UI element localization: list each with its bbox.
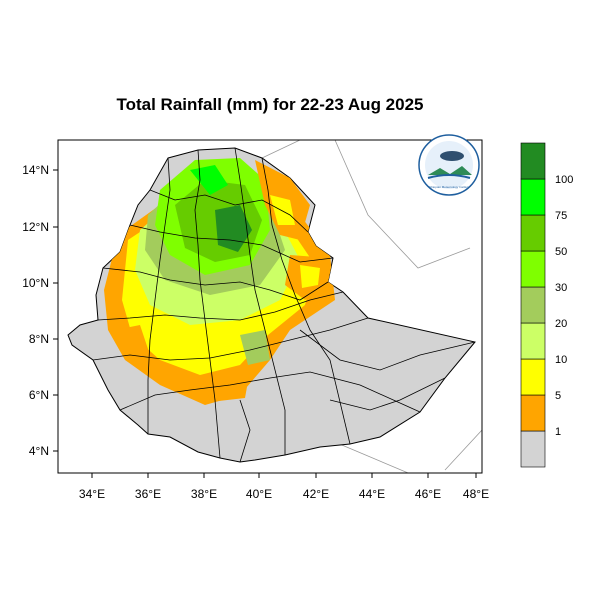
- x-tick-label: 36°E: [135, 487, 161, 501]
- institute-logo: Ethiopian Meteorology Institute: [418, 134, 480, 196]
- y-tick-label: 4°N: [29, 444, 49, 458]
- legend-label: 5: [555, 390, 561, 402]
- neighbour-borders: [261, 140, 482, 473]
- region-borders: [92, 147, 476, 463]
- logo-text: Ethiopian Meteorology Institute: [428, 185, 470, 189]
- legend: 1 5 10 20 30 50 75 100: [520, 142, 573, 468]
- x-tick-label: 40°E: [246, 487, 272, 501]
- legend-label: 10: [555, 354, 567, 366]
- legend-swatch: [520, 322, 546, 360]
- axis-ticks: [53, 169, 477, 478]
- y-tick-label: 6°N: [29, 388, 49, 402]
- legend-label: 20: [555, 318, 567, 330]
- legend-swatch: [520, 214, 546, 252]
- legend-label: 30: [555, 282, 567, 294]
- legend-label: 50: [555, 246, 567, 258]
- legend-swatch: [520, 430, 546, 468]
- legend-swatch: [520, 178, 546, 216]
- legend-swatch: [520, 394, 546, 432]
- map-area: [67, 140, 482, 473]
- legend-label: 100: [555, 174, 573, 186]
- legend-swatch: [520, 250, 546, 288]
- x-tick-label: 46°E: [415, 487, 441, 501]
- legend-swatch: [520, 286, 546, 324]
- legend-swatch: [520, 358, 546, 396]
- x-tick-label: 48°E: [463, 487, 489, 501]
- cloud-icon: [440, 151, 464, 161]
- legend-swatch: [520, 142, 546, 180]
- legend-label: 75: [555, 210, 567, 222]
- y-tick-label: 14°N: [22, 163, 49, 177]
- y-tick-label: 10°N: [22, 276, 49, 290]
- legend-label: 1: [555, 426, 561, 438]
- x-tick-label: 34°E: [79, 487, 105, 501]
- x-tick-label: 42°E: [303, 487, 329, 501]
- y-tick-label: 12°N: [22, 220, 49, 234]
- map-title: Total Rainfall (mm) for 22-23 Aug 2025: [116, 95, 424, 114]
- y-tick-label: 8°N: [29, 332, 49, 346]
- mountain-icon: [428, 166, 472, 175]
- x-tick-label: 38°E: [191, 487, 217, 501]
- x-tick-label: 44°E: [359, 487, 385, 501]
- map-frame: [57, 139, 483, 474]
